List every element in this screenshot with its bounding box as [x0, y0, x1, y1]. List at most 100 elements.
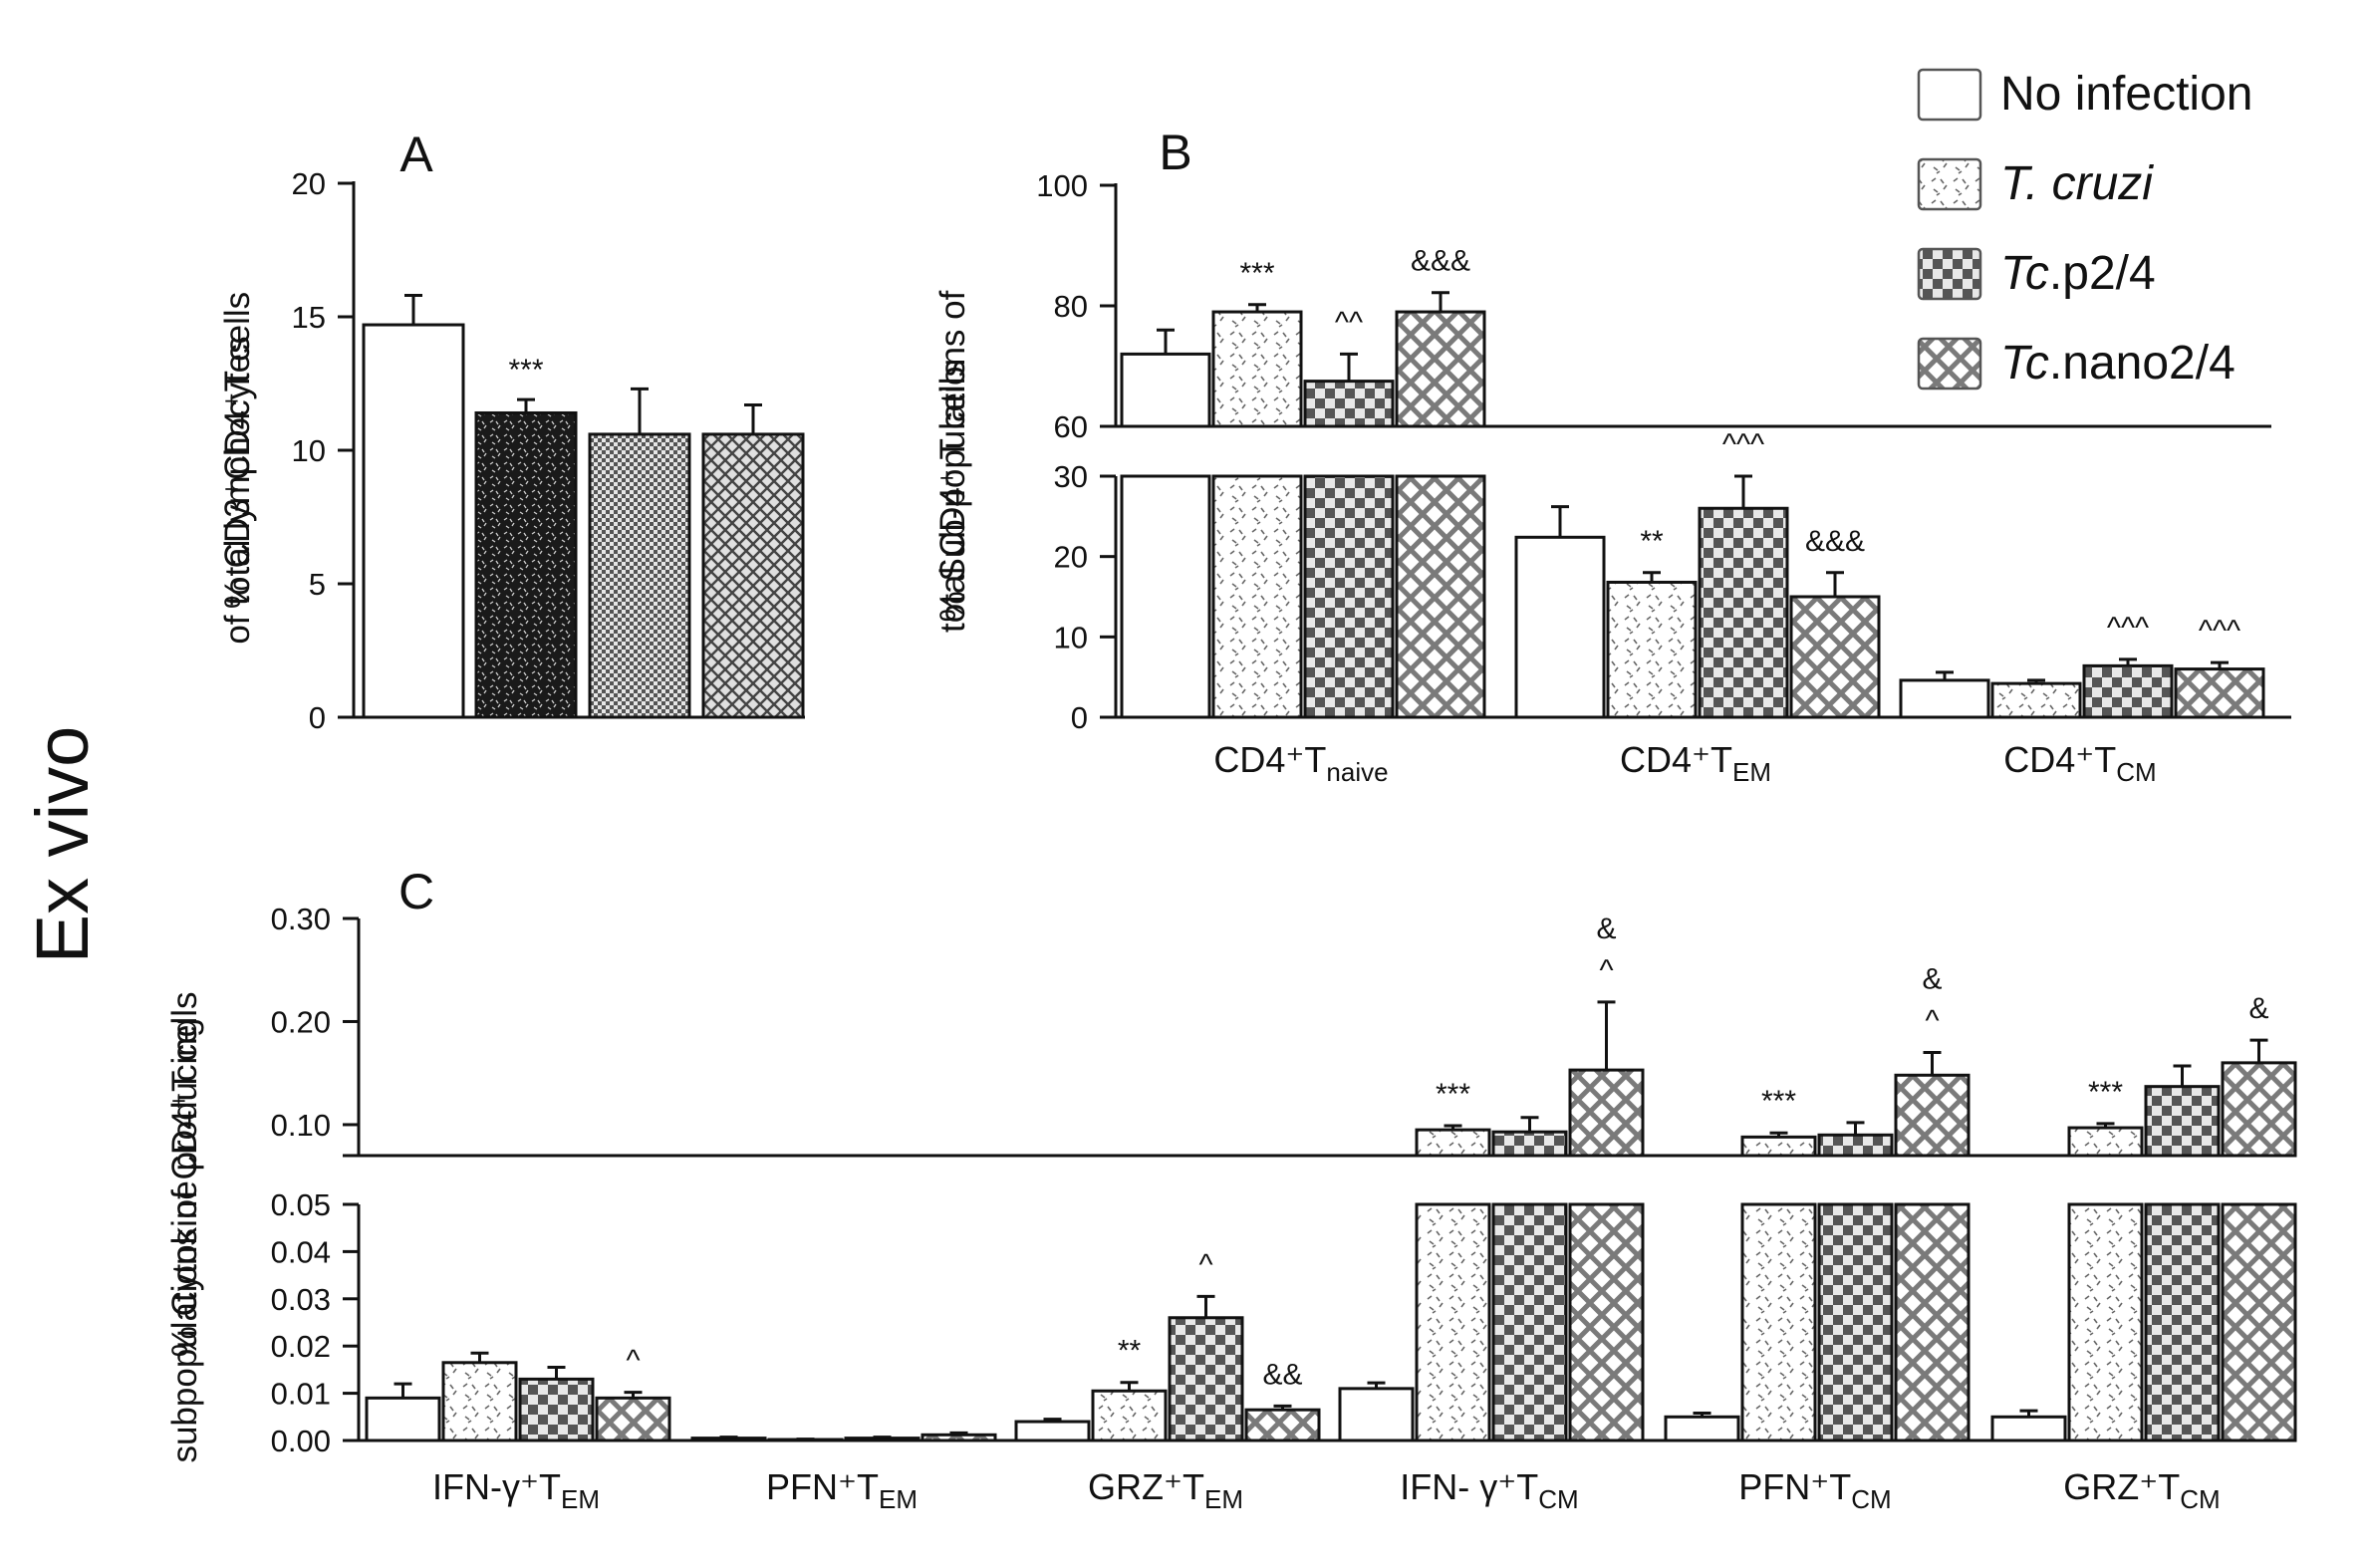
panel-b-significance: ^^^ [2199, 615, 2240, 648]
panel-a-y-tick-label: 0 [309, 700, 326, 735]
panel-b-significance: *** [1239, 257, 1274, 290]
panel-b-y-tick-label: 100 [1036, 168, 1088, 203]
panel-b-error-bar [1826, 571, 1844, 597]
legend-swatch-t-cruzi [1917, 157, 1982, 211]
panel-c-bar-tc-nano2-4 [2221, 1202, 2297, 1442]
panel-a-error-bar [517, 397, 535, 413]
panel-b-y-label-1: % Sub-populations of [933, 290, 972, 622]
panel-b-axis-break-gap [1076, 428, 2296, 474]
panel-c-y-label-2: subpopulations of CD4⁺T cells [165, 991, 204, 1462]
panel-b-bar-tc-nano2-4 [2174, 667, 2265, 719]
panel-c-error-bar [2249, 1038, 2268, 1063]
panel-c-category-label: IFN- γ⁺TCM [1400, 1466, 1578, 1514]
panel-b-error-bar [2119, 657, 2137, 666]
panel-b-error-bar [1340, 352, 1358, 382]
panel-b-bar-t-cruzi-upper [1211, 310, 1303, 428]
panel-c-significance: & [1596, 913, 1616, 945]
panel-b-category-label: CD4⁺TCM [2003, 739, 2156, 787]
panel-c-significance: *** [2088, 1076, 2123, 1109]
panel-b-bar-t-cruzi [1606, 580, 1698, 719]
panel-c-bar-t-cruzi-upper [2067, 1126, 2144, 1158]
panel-c-bar-tc-nano2-4 [595, 1396, 671, 1442]
panel-b-error-bar [1432, 291, 1449, 313]
legend-swatch-no-infection [1917, 68, 1982, 122]
panel-c-bar-tc-p2-4-upper [1491, 1130, 1568, 1158]
panel-b-y-tick-label: 80 [1054, 289, 1088, 324]
bars-layer [329, 291, 2297, 1442]
panel-c-bar-tc-nano2-4 [1894, 1202, 1971, 1442]
panel-c-bar-t-cruzi [441, 1361, 518, 1442]
panel-c-category-label: PFN⁺TEM [766, 1466, 918, 1514]
panel-a-y-label-1: % CD3⁺CD4⁺T cells [218, 292, 257, 609]
panel-c-error-bar [719, 1436, 738, 1439]
panel-a-bar-no-infection [362, 323, 465, 719]
panel-c-axis-break-gap [329, 1158, 2296, 1202]
panel-c-y-tick-label: 0.01 [271, 1377, 331, 1412]
panel-c-error-bar [1196, 1294, 1215, 1318]
panel-c-error-bar [1693, 1412, 1711, 1418]
panel-a-y-label-2: of total lymphocytes [218, 336, 257, 644]
panel-b-error-bar [2211, 660, 2229, 669]
panel-b-y-tick-label: 30 [1054, 459, 1088, 494]
panel-a-bar-t-cruzi [474, 410, 578, 719]
legend-label-tc-p2-4: Tc.p2/4 [2000, 247, 2156, 300]
panel-c-significance: ** [1118, 1335, 1142, 1368]
panel-b-bar-tc-p2-4 [2082, 663, 2174, 719]
panel-b-error-bar [1936, 670, 1954, 680]
panel-b-category-label: CD4⁺TEM [1620, 739, 1771, 787]
panel-c-y-tick-label: 0.30 [271, 902, 331, 936]
panel-a-label: A [399, 127, 433, 182]
panel-c-y-tick-label: 0.05 [271, 1187, 331, 1222]
panel-c-bar-t-cruzi-upper [1415, 1128, 1491, 1158]
panel-b-error-bar [1734, 474, 1752, 509]
panel-b-error-bar [2027, 678, 2045, 684]
panel-b-bar-no-infection [1899, 678, 1990, 719]
panel-b-bar-t-cruzi [1211, 474, 1303, 719]
panel-c-error-bar [1367, 1381, 1386, 1389]
panel-b-error-bar [1551, 505, 1569, 538]
panel-a-y-tick-label: 10 [292, 433, 326, 468]
panel-c-significance: *** [1436, 1078, 1470, 1111]
panel-b-significance: ^^^ [1722, 428, 1764, 461]
panel-b-error-bar [1248, 303, 1266, 313]
panel-c-significance: ^ [1198, 1248, 1212, 1281]
panel-c-bar-tc-nano2-4-upper [2221, 1061, 2297, 1158]
panel-c-bar-tc-nano2-4-upper [1568, 1068, 1645, 1158]
panel-c-bar-t-cruzi-upper [1740, 1135, 1817, 1158]
panel-c-y-tick-label: 0.02 [271, 1329, 331, 1364]
panel-c-error-bar [2019, 1409, 2038, 1418]
panel-c-bar-tc-p2-4 [2144, 1202, 2221, 1442]
panel-b-bar-tc-nano2-4-upper [1395, 310, 1486, 428]
panel-c-significance: ^ [1599, 954, 1613, 987]
panel-c-error-bar [394, 1382, 412, 1399]
panel-c-error-bar [624, 1391, 643, 1399]
panel-b-significance: ** [1640, 525, 1664, 558]
panel-a-bar-tc-nano2-4 [701, 432, 805, 719]
panel-c-y-tick-label: 0.20 [271, 1004, 331, 1039]
panel-c-error-bar [1597, 1000, 1616, 1071]
panel-c-y-tick-label: 0.04 [271, 1234, 331, 1269]
panel-c-bar-tc-p2-4 [1491, 1202, 1568, 1442]
panel-b-bar-no-infection-upper [1120, 352, 1211, 428]
panel-c-bar-no-infection [1338, 1387, 1415, 1442]
panel-c-significance: *** [1761, 1085, 1796, 1118]
panel-c-significance: & [1922, 963, 1942, 996]
panel-c-y-label-1: % Cytokine producing [165, 1018, 204, 1357]
panel-c-error-bar [1273, 1404, 1292, 1411]
panel-c-error-bar [1846, 1121, 1865, 1136]
panel-b-y-tick-label: 60 [1054, 409, 1088, 444]
panel-c-bar-t-cruzi [1091, 1389, 1168, 1442]
panel-b-bar-tc-nano2-4 [1789, 595, 1881, 719]
panel-a-y-tick-label: 15 [292, 300, 326, 335]
legend: No infection T. cruzi Tc.p2/4 Tc.nano2/4 [1917, 68, 2252, 391]
panel-b-bar-tc-p2-4 [1303, 474, 1395, 719]
panel-c-bar-tc-p2-4 [518, 1377, 595, 1442]
panel-c-y-tick-label: 0.00 [271, 1424, 331, 1458]
panel-c-bar-no-infection [1664, 1415, 1740, 1442]
panel-c-bar-tc-nano2-4 [1244, 1408, 1321, 1442]
panel-c-error-bar [1520, 1116, 1539, 1133]
panel-c-error-bar [1769, 1131, 1788, 1138]
panel-a-y-tick-label: 5 [309, 567, 326, 602]
panel-a-y-tick-label: 20 [292, 166, 326, 201]
panel-a-bar-tc-p2-4 [588, 432, 691, 719]
